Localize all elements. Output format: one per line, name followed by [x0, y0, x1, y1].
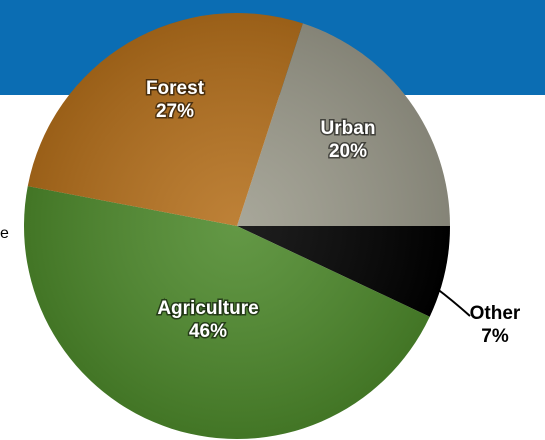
pie — [24, 13, 451, 439]
slice-label: Urban — [321, 118, 376, 139]
slice-label: Other — [470, 303, 521, 324]
slice-value: 46% — [189, 321, 227, 342]
slice-value: 27% — [156, 101, 194, 122]
slice-value: 20% — [329, 141, 367, 162]
annotation: e — [0, 225, 9, 242]
slice-value: 7% — [481, 326, 509, 347]
leader-line — [435, 287, 471, 317]
slice-label: Forest — [146, 78, 205, 99]
slice-label: Agriculture — [157, 298, 258, 319]
